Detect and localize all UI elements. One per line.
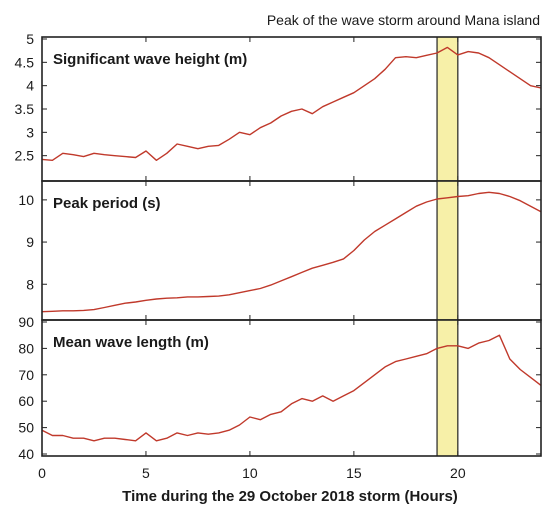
- x-axis-label: Time during the 29 October 2018 storm (H…: [122, 488, 458, 505]
- y-tick-label: 60: [18, 393, 34, 409]
- panel-title-wave-height: Significant wave height (m): [53, 51, 247, 68]
- x-tick-label: 5: [142, 465, 150, 481]
- y-tick-label: 50: [18, 420, 34, 436]
- y-tick-label: 4: [26, 78, 34, 94]
- y-tick-label: 3: [26, 124, 34, 140]
- x-tick-label: 20: [450, 465, 466, 481]
- x-tick-label: 15: [346, 465, 362, 481]
- y-tick-label: 5: [26, 31, 34, 47]
- y-tick-label: 4.5: [15, 54, 35, 70]
- chart-title: Peak of the wave storm around Mana islan…: [267, 12, 540, 28]
- panel-title-wave-length: Mean wave length (m): [53, 334, 209, 351]
- x-tick-label: 0: [38, 465, 46, 481]
- series-line-peak-period: [41, 191, 542, 313]
- y-tick-label: 80: [18, 340, 34, 356]
- x-tick-label: 10: [242, 465, 258, 481]
- series-line-wave-length: [41, 334, 542, 442]
- y-tick-label: 10: [18, 192, 34, 208]
- y-tick-label: 70: [18, 367, 34, 383]
- y-tick-label: 9: [26, 234, 34, 250]
- panel-title-peak-period: Peak period (s): [53, 195, 161, 212]
- y-tick-label: 8: [26, 276, 34, 292]
- y-tick-label: 3.5: [15, 101, 35, 117]
- y-tick-label: 40: [18, 446, 34, 462]
- panel-frame-wave-length: [41, 319, 542, 457]
- highlight-band-wave-height: [436, 36, 459, 182]
- series-line-wave-height: [41, 46, 542, 162]
- highlight-band-wave-length: [436, 319, 459, 457]
- highlight-band-peak-period: [436, 180, 459, 321]
- y-tick-label: 2.5: [15, 148, 35, 164]
- y-tick-label: 90: [18, 314, 34, 330]
